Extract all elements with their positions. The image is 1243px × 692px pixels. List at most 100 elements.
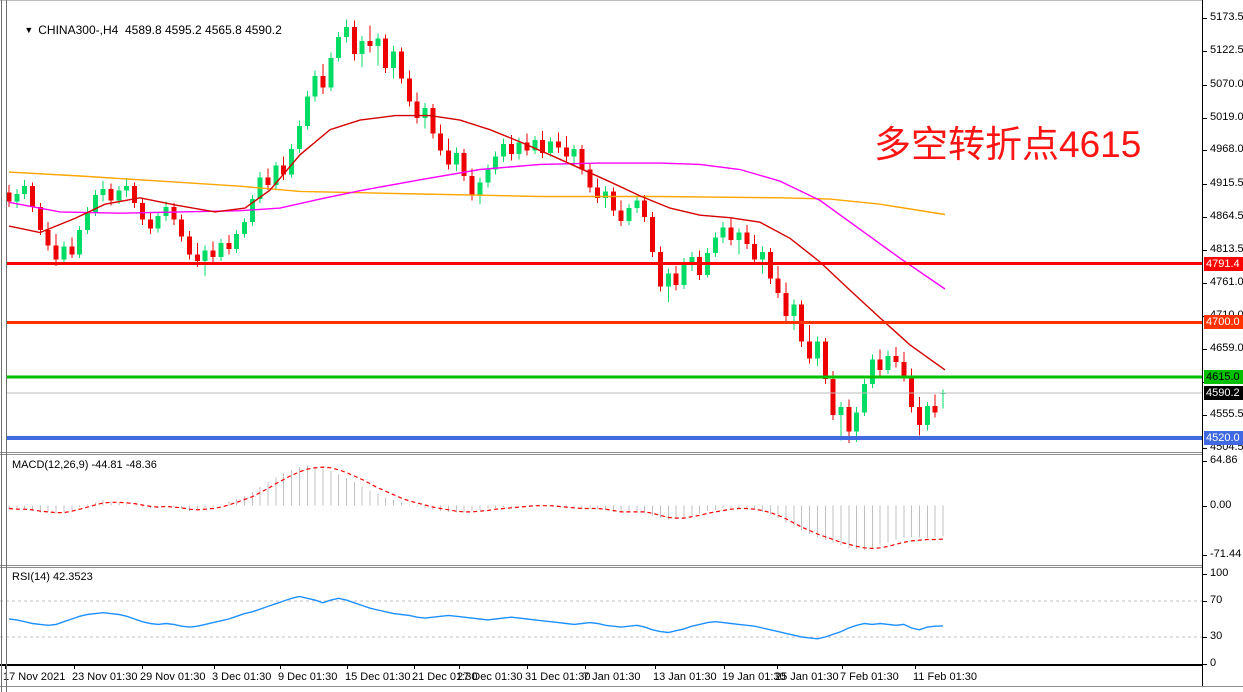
price-badge-4590.2: 4590.2 [1204,386,1243,400]
macd-signal-line [8,466,944,550]
time-tick-label: 7 Feb 01:30 [840,671,899,683]
window-bottom-border [0,686,1243,687]
axis-tick-mark [1203,85,1207,86]
macd-panel[interactable] [0,455,1202,565]
macd-label: MACD(12,26,9) -44.81 -48.36 [12,459,157,471]
time-tick-label: 17 Nov 2021 [3,671,66,683]
symbol-period-label: CHINA300-,H4 [38,23,119,37]
price-tick-label: 4968.0 [1210,143,1243,155]
price-tick-label: 5019.0 [1210,111,1243,123]
time-tick-mark [915,666,916,669]
panel-separator[interactable] [0,452,1243,455]
moving-averages [8,114,946,371]
panel-separator-2[interactable] [0,565,1243,568]
window-left-border-inner [6,0,7,692]
time-tick-mark [347,666,348,669]
candles [6,19,946,444]
axis-tick-mark [1203,448,1207,449]
axis-tick-mark [1203,250,1207,251]
price-tick-label: 30 [1210,630,1223,642]
time-tick-mark [724,666,725,669]
axis-tick-mark [1203,601,1207,602]
time-tick-label: 11 Feb 01:30 [913,671,978,683]
price-tick-label: 4761.0 [1210,276,1243,288]
axis-tick-mark [1203,150,1207,151]
ohlc-values: 4589.8 4595.2 4565.8 4590.2 [124,23,282,37]
rsi-line [8,595,944,640]
time-tick-label: 27 Dec 01:30 [457,671,523,683]
axis-tick-mark [1203,664,1207,665]
time-axis[interactable]: 17 Nov 2021 23 Nov 01:30 29 Nov 01:30 3 Dec… [0,666,1202,686]
axis-tick-mark [1203,461,1207,462]
time-tick-mark [5,666,6,669]
rsi-label: RSI(14) 42.3523 [12,571,93,583]
time-tick-mark [585,666,586,669]
axis-tick-mark [1203,18,1207,19]
rsi-canvas[interactable] [0,568,1202,664]
time-tick-label: 23 Nov 01:30 [72,671,138,683]
axis-tick-mark [1203,506,1207,507]
price-badge-4700.0: 4700.0 [1204,315,1243,329]
annotation-text[interactable]: 多空转折点4615 [874,124,1142,165]
time-tick-label: 7 Jan 01:30 [583,671,641,683]
time-tick-mark [74,666,75,669]
price-tick-label: 0.00 [1210,499,1232,511]
horizontal-level-lines[interactable] [7,262,1202,441]
time-tick-label: 19 Jan 01:30 [722,671,786,683]
price-badge-4520.0: 4520.0 [1204,431,1243,445]
price-tick-label: 64.86 [1210,454,1238,466]
window-top-border [0,0,1243,1]
time-tick-mark [280,666,281,669]
axis-tick-mark [1203,217,1207,218]
macd-canvas[interactable] [0,455,1202,565]
axis-tick-mark [1203,283,1207,284]
window-left-border [1,0,2,692]
price-tick-label: 5122.5 [1210,44,1243,56]
price-tick-label: 4659.0 [1210,342,1243,354]
symbol-dropdown-icon[interactable]: ▼ [24,25,34,35]
price-badge-4615.0: 4615.0 [1204,370,1243,384]
axis-tick-mark [1203,637,1207,638]
price-tick-label: 4813.5 [1210,243,1243,255]
macd-histogram [8,465,944,550]
time-tick-mark [414,666,415,669]
price-tick-label: 70 [1210,594,1223,606]
price-tick-label: 4555.5 [1210,408,1243,420]
axis-tick-mark [1203,555,1207,556]
price-axis[interactable]: 5173.5 5122.5 5070.0 5019.0 4968.0 4915.5 4864… [1202,0,1243,686]
price-tick-label: 4864.5 [1210,210,1243,222]
axis-tick-mark [1203,184,1207,185]
time-tick-label: 13 Jan 01:30 [653,671,717,683]
rsi-panel[interactable] [0,568,1202,664]
axis-tick-mark [1203,415,1207,416]
main-chart-canvas[interactable] [0,0,1202,452]
time-tick-label: 15 Dec 01:30 [345,671,411,683]
price-tick-label: 5173.5 [1210,11,1243,23]
time-tick-label: 29 Nov 01:30 [140,671,206,683]
axis-tick-mark [1203,118,1207,119]
price-tick-label: -71.44 [1210,548,1242,560]
time-tick-mark [842,666,843,669]
chart-title: ▼ CHINA300-,H4 4589.8 4595.2 4565.8 4590.… [11,9,282,51]
time-tick-label: 25 Jan 01:30 [775,671,839,683]
price-tick-label: 4915.5 [1210,177,1243,189]
time-tick-label: 3 Dec 01:30 [212,671,272,683]
main-chart-panel[interactable] [0,0,1202,452]
time-tick-label: 9 Dec 01:30 [278,671,338,683]
time-tick-mark [459,666,460,669]
price-badge-4791.4: 4791.4 [1204,257,1243,271]
time-tick-mark [142,666,143,669]
price-tick-label: 0 [1210,657,1217,669]
time-tick-mark [655,666,656,669]
time-tick-label: 31 Dec 01:30 [525,671,591,683]
time-tick-mark [777,666,778,669]
axis-tick-mark [1203,51,1207,52]
time-tick-mark [214,666,215,669]
axis-tick-mark [1203,349,1207,350]
axis-tick-mark [1203,574,1207,575]
price-tick-label: 100 [1210,567,1229,579]
time-axis-top-border [0,664,1202,666]
time-tick-mark [527,666,528,669]
price-tick-label: 5070.0 [1210,78,1243,90]
